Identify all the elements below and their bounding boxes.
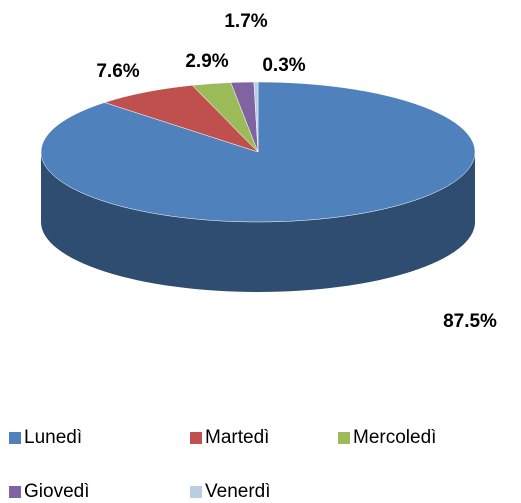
- data-label: 1.7%: [224, 11, 267, 32]
- legend-swatch: [9, 432, 21, 444]
- data-label: 0.3%: [262, 55, 305, 76]
- data-label: 87.5%: [443, 311, 497, 332]
- legend-label: Venerdì: [205, 481, 271, 502]
- data-label: 7.6%: [96, 61, 139, 82]
- legend-swatch: [338, 432, 350, 444]
- legend-label: Mercoledì: [353, 427, 436, 448]
- legend-swatch: [190, 486, 202, 498]
- data-label: 2.9%: [185, 51, 228, 72]
- slice: [103, 85, 259, 153]
- legend-label: Martedì: [205, 427, 269, 448]
- slice: [253, 81, 259, 153]
- legend-swatch: [9, 486, 21, 498]
- legend-label: Lunedì: [24, 427, 82, 448]
- legend-swatch: [190, 432, 202, 444]
- legend-label: Giovedì: [24, 481, 89, 502]
